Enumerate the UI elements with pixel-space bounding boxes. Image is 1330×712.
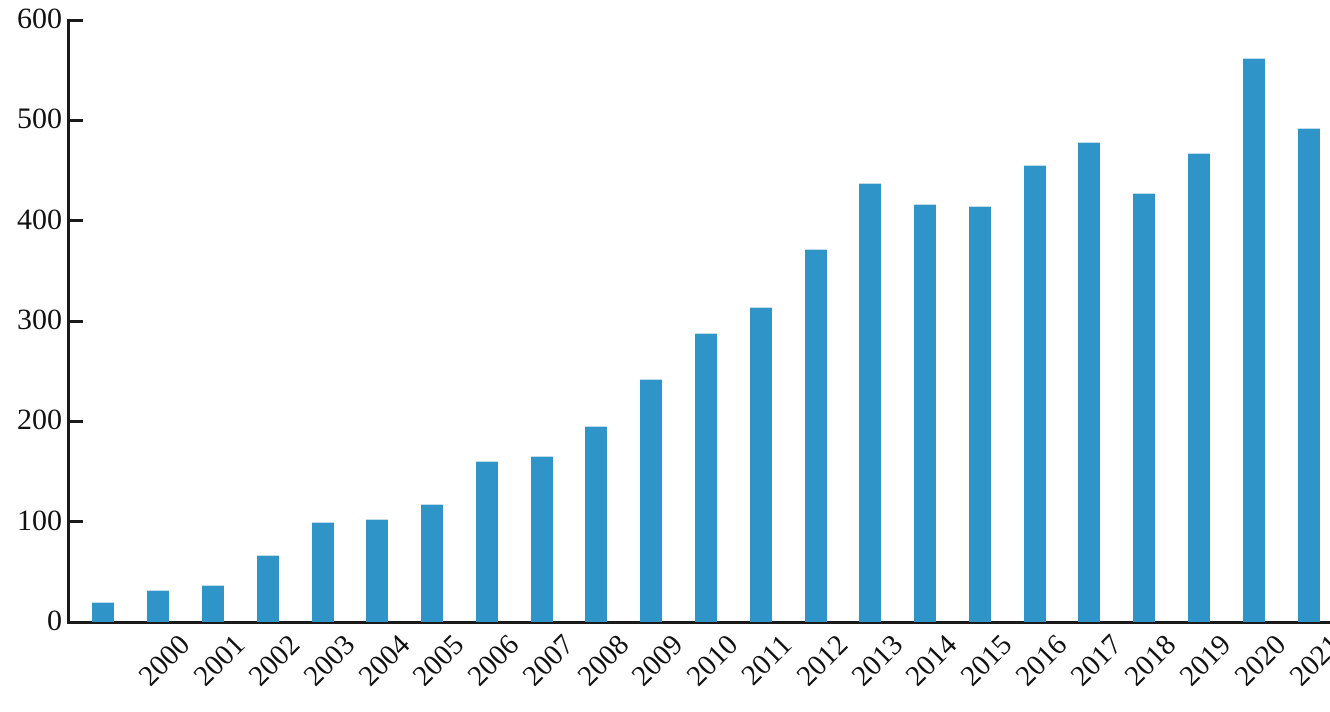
x-axis-tick-label: 2002 bbox=[242, 628, 307, 693]
y-axis-tick bbox=[70, 520, 83, 524]
x-axis-tick-label: 2000 bbox=[132, 628, 197, 693]
x-axis-tick-label: 2015 bbox=[954, 628, 1019, 693]
bar bbox=[366, 518, 389, 622]
x-axis-tick-label: 2021 bbox=[1283, 628, 1330, 693]
x-axis-tick-label: 2004 bbox=[352, 628, 416, 693]
y-axis-spine bbox=[67, 19, 71, 624]
y-axis-tick-label: 100 bbox=[17, 503, 62, 537]
bar bbox=[1242, 58, 1265, 622]
bar bbox=[695, 333, 717, 622]
x-axis-tick-label: 2012 bbox=[790, 628, 854, 693]
y-axis-tick-label: 0 bbox=[47, 604, 62, 637]
y-axis-tick bbox=[70, 319, 83, 323]
bar bbox=[92, 601, 115, 622]
x-axis-tick-label: 2007 bbox=[516, 628, 581, 693]
bar bbox=[749, 306, 772, 622]
bar bbox=[914, 203, 937, 622]
bar bbox=[968, 205, 991, 622]
bar bbox=[201, 584, 224, 622]
y-axis-tick bbox=[70, 118, 83, 122]
bar bbox=[1297, 128, 1320, 622]
bar bbox=[1078, 142, 1101, 622]
x-axis-tick-label: 2003 bbox=[297, 628, 361, 693]
bar bbox=[421, 503, 444, 622]
x-axis-tick-label: 2017 bbox=[1064, 628, 1128, 693]
x-axis-tick-label: 2014 bbox=[899, 628, 964, 693]
y-axis-tick bbox=[70, 18, 83, 22]
x-axis-tick-label: 2011 bbox=[735, 628, 799, 692]
bar bbox=[475, 461, 498, 622]
bar bbox=[804, 248, 827, 622]
y-axis-tick-label: 400 bbox=[17, 202, 62, 236]
x-axis-tick-label: 2006 bbox=[461, 628, 526, 693]
bar bbox=[585, 426, 608, 622]
x-axis-tick-label: 2005 bbox=[406, 628, 471, 693]
x-axis-spine bbox=[67, 620, 1330, 624]
x-axis-tick-label: 2016 bbox=[1009, 628, 1074, 693]
bar bbox=[147, 589, 170, 622]
bar bbox=[640, 379, 663, 622]
bar bbox=[311, 521, 334, 622]
x-axis-tick-label: 2010 bbox=[680, 628, 745, 693]
y-axis-tick-label: 200 bbox=[17, 403, 62, 437]
bar bbox=[1023, 165, 1046, 622]
x-axis-tick-label: 2001 bbox=[187, 628, 252, 693]
x-axis-tick-label: 2013 bbox=[845, 628, 909, 693]
y-axis-tick-label: 300 bbox=[17, 303, 62, 336]
bar-series bbox=[70, 20, 1330, 622]
bar bbox=[530, 456, 553, 622]
y-axis-tick bbox=[70, 219, 83, 223]
x-axis-tick-label: 2020 bbox=[1228, 628, 1293, 693]
x-axis-tick-label: 2009 bbox=[625, 628, 690, 693]
x-axis-tick-label: 2018 bbox=[1119, 628, 1183, 693]
bar bbox=[1133, 192, 1156, 622]
plot-area bbox=[70, 20, 1330, 622]
y-axis-tick-label: 600 bbox=[17, 2, 62, 35]
x-axis-tick-label: 2019 bbox=[1173, 628, 1238, 693]
bar bbox=[1188, 153, 1211, 622]
y-axis-tick-label: 500 bbox=[17, 102, 62, 136]
bar bbox=[859, 182, 882, 622]
x-axis: 2000 2001 2002 2003 2004 2005 2006 2007 2008 2009… bbox=[70, 624, 1330, 712]
bar bbox=[256, 554, 279, 622]
x-axis-tick-label: 2008 bbox=[571, 628, 635, 693]
y-axis-tick bbox=[70, 419, 83, 423]
